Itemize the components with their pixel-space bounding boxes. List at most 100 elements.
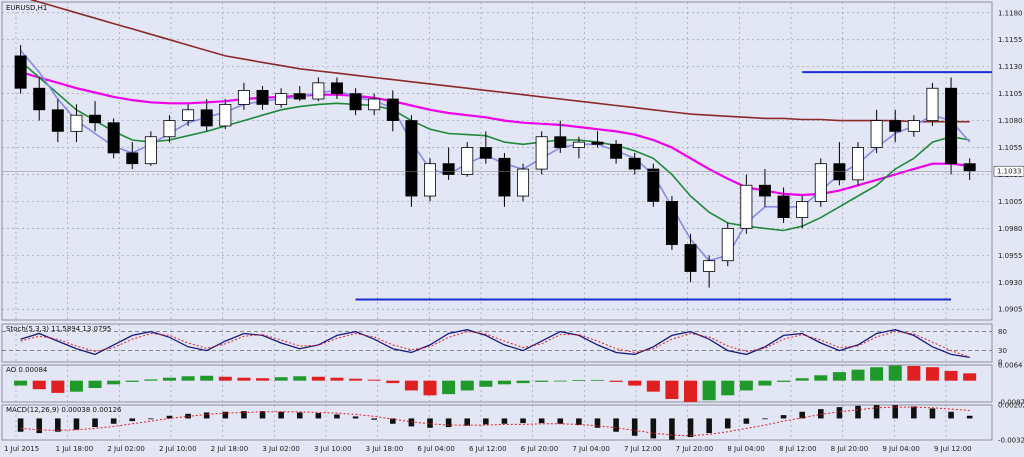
candle-body (275, 93, 288, 105)
ao-bar (665, 380, 679, 400)
candle-body (572, 141, 585, 148)
current-price-label: 1.1033 (997, 168, 1022, 176)
price-tick-label: 1.0930 (998, 279, 1023, 287)
ao-bar (181, 376, 195, 381)
macd-bar (278, 411, 284, 419)
ma-line-0 (29, 0, 970, 123)
ao-bar (870, 367, 884, 381)
ao-bar (14, 380, 28, 386)
macd-bar (762, 418, 768, 420)
ao-pane[interactable] (14, 365, 977, 402)
macd-bar (464, 418, 471, 426)
time-tick-label: 2 Jul 10:00 (159, 445, 197, 453)
ao-bar (460, 380, 474, 391)
ao-bar (590, 379, 605, 381)
macd-bar (296, 412, 303, 419)
main-pane[interactable] (2, 0, 992, 301)
time-tick-label: 7 Jul 20:00 (676, 445, 714, 453)
candle-body (684, 244, 697, 272)
macd-bar (389, 418, 396, 424)
candle-body (907, 120, 920, 132)
ao-bar (386, 380, 400, 384)
macd-bar (73, 418, 80, 430)
macd-bar (594, 418, 601, 428)
macd-bar (315, 413, 322, 419)
candle-body (758, 184, 771, 197)
macd-bar (520, 418, 526, 424)
ao-tick-label: -0.00872 (998, 399, 1024, 407)
candle-body (349, 93, 362, 111)
ao-bar (628, 380, 642, 386)
candle-body (386, 98, 399, 121)
macd-bar (911, 406, 917, 419)
macd-bar (92, 418, 98, 428)
price-tick-label: 1.0955 (998, 252, 1023, 260)
ao-bar (51, 380, 65, 393)
time-tick-label: 7 Jul 04:00 (572, 445, 610, 453)
candle-body (368, 98, 381, 111)
ao-bar (758, 380, 772, 386)
price-tick-label: 1.1155 (998, 36, 1023, 44)
macd-bar (483, 418, 489, 425)
candle-body (51, 109, 64, 132)
macd-tick-label: 0.00202 (998, 402, 1024, 410)
macd-bar (724, 418, 731, 429)
ao-bar (553, 380, 567, 382)
macd-bar (352, 416, 359, 419)
ao-bar (88, 380, 102, 389)
macd-bar (929, 408, 936, 419)
ao-bar (851, 369, 865, 381)
ao-bar (646, 380, 660, 392)
candle-body (554, 136, 567, 148)
macd-bar (501, 418, 508, 424)
time-tick-label: 3 Jul 18:00 (366, 445, 404, 453)
candle-body (237, 89, 250, 105)
macd-bar (855, 405, 861, 419)
ao-bar (702, 380, 716, 401)
candle-body (647, 168, 660, 202)
ao-bar (739, 380, 753, 391)
macd-bar (613, 418, 619, 432)
ao-bar (907, 365, 921, 381)
macd-bar (538, 418, 545, 424)
ao-bar (609, 380, 623, 382)
ao-bar (888, 365, 902, 381)
ao-label: AO 0.00084 (6, 366, 48, 374)
candle-body (665, 201, 678, 245)
price-tick-label: 1.1105 (998, 90, 1023, 98)
ao-tick-label: 0.0064 (998, 362, 1023, 370)
macd-bar (427, 418, 433, 428)
candle-body (461, 147, 474, 175)
ao-bar (479, 380, 493, 387)
time-tick-label: 1 Jul 18:00 (56, 445, 94, 453)
macd-bar (743, 418, 750, 424)
time-tick-label: 8 Jul 20:00 (831, 445, 869, 453)
ma-line-2 (20, 60, 970, 232)
time-tick-label: 9 Jul 12:00 (934, 445, 972, 453)
macd-frame (1, 404, 993, 441)
candle-body (963, 163, 976, 172)
ao-bar (293, 376, 307, 381)
candle-body (628, 157, 641, 170)
ao-bar (814, 375, 828, 381)
candle-body (721, 227, 734, 262)
macd-bar (873, 405, 880, 419)
price-tick-label: 1.1080 (998, 117, 1023, 125)
ao-bar (125, 380, 139, 382)
macd-bar (371, 418, 377, 420)
ao-frame (1, 364, 993, 403)
macd-bar (17, 418, 24, 432)
candle-body (312, 82, 325, 100)
macd-pane[interactable] (17, 405, 973, 440)
time-tick-label: 7 Jul 12:00 (624, 445, 662, 453)
stoch-tick-label: 80 (998, 328, 1007, 336)
stoch-signal-line (20, 331, 970, 358)
stoch-pane[interactable] (2, 329, 992, 359)
ao-bar (832, 372, 846, 381)
price-tick-label: 1.1130 (998, 63, 1023, 71)
ao-bar (69, 380, 83, 392)
candle-body (330, 82, 343, 95)
macd-bar (334, 414, 340, 419)
